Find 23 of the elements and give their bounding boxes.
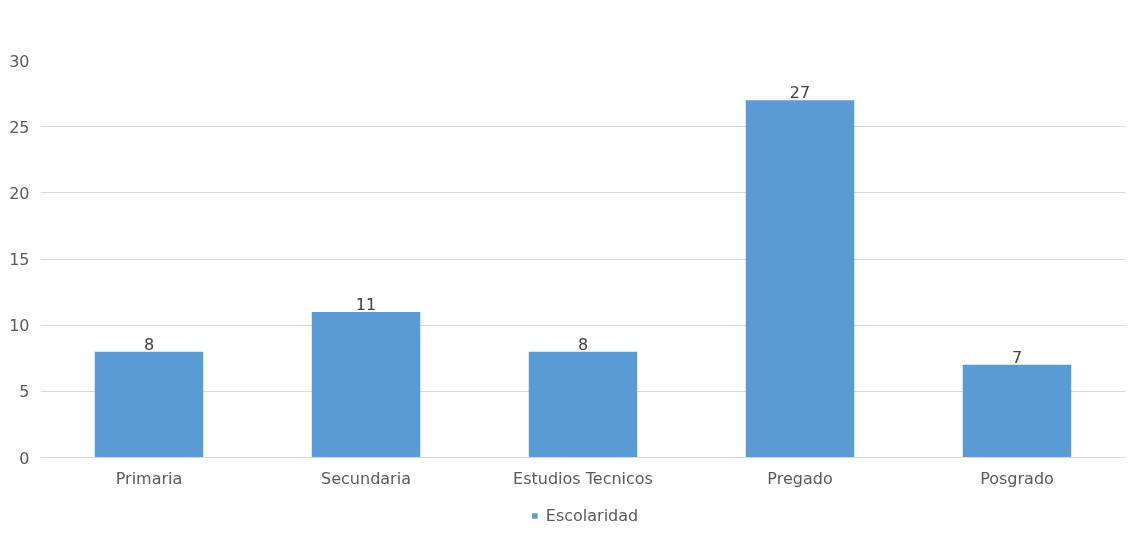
y-tick-label: 30	[9, 51, 30, 71]
data-label: 8	[143, 334, 155, 354]
data-label: 8	[577, 334, 589, 354]
legend-label: Escolaridad	[545, 505, 639, 525]
x-tick-label: Pregado	[767, 468, 833, 488]
x-tick-label: Estudios Tecnicos	[513, 468, 653, 488]
bar	[94, 351, 204, 458]
y-tick-label: 15	[9, 250, 30, 269]
y-tick-label: 20	[9, 183, 30, 203]
x-tick-label: Secundaria	[321, 468, 411, 488]
y-tick-label: 5	[19, 382, 30, 402]
y-tick-label: 10	[9, 316, 30, 336]
bar	[745, 100, 855, 458]
bar	[311, 311, 421, 458]
x-tick-label: Primaria	[115, 468, 183, 488]
y-tick-label: 0	[19, 448, 30, 468]
data-label: 27	[789, 83, 811, 103]
bar	[962, 364, 1072, 458]
data-label: 11	[355, 294, 377, 314]
bar	[528, 351, 638, 458]
data-label: 7	[1011, 347, 1023, 367]
y-tick-label: 25	[9, 117, 30, 137]
x-tick-label: Posgrado	[980, 468, 1054, 488]
